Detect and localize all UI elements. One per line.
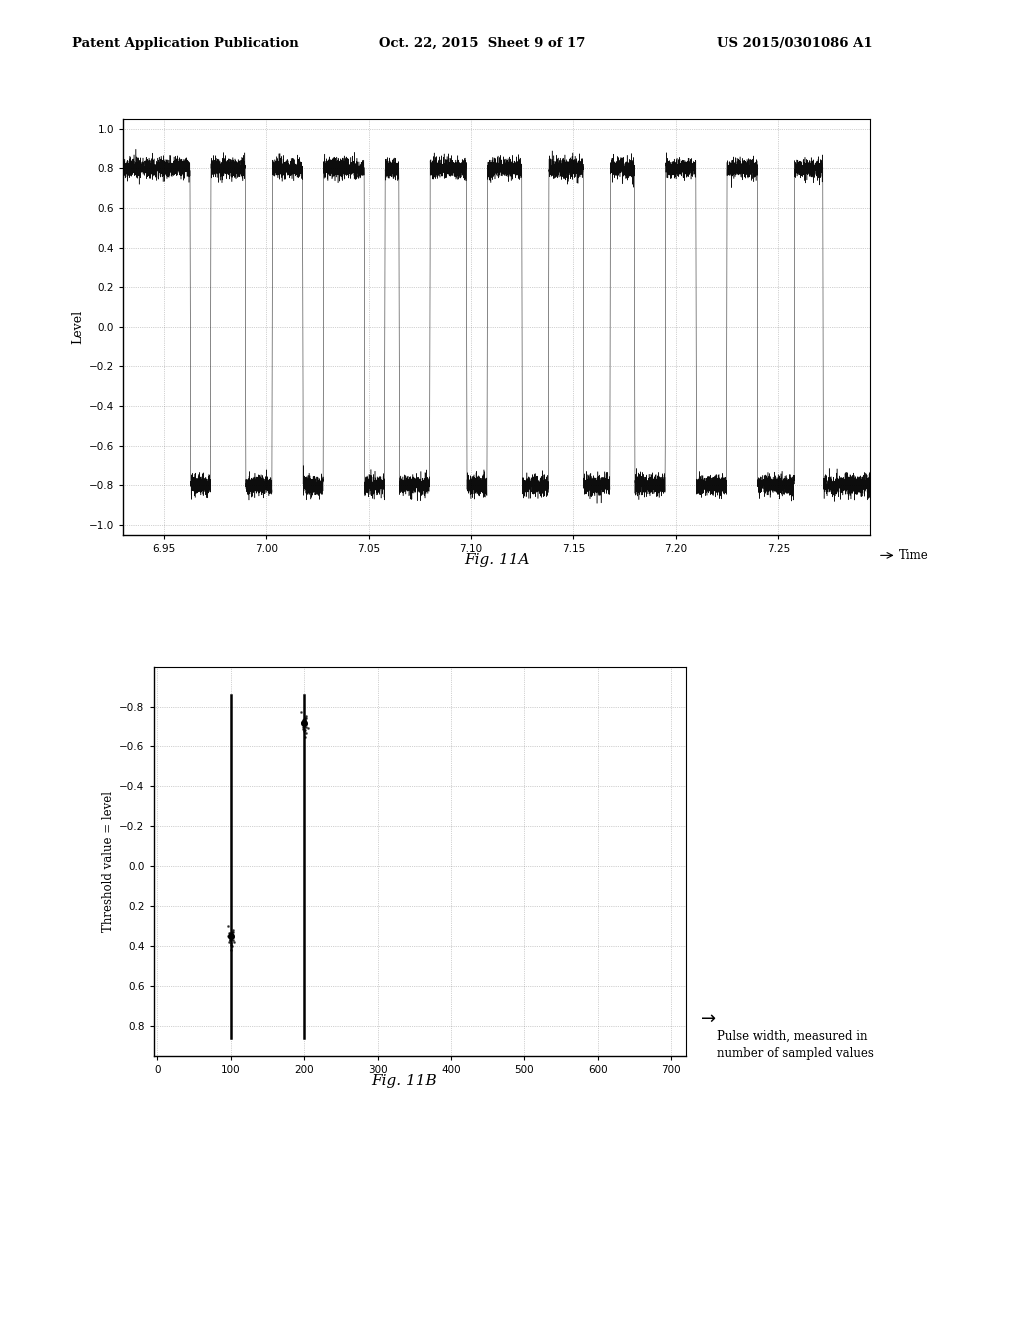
Text: Time: Time <box>899 549 929 562</box>
Text: Fig. 11A: Fig. 11A <box>464 553 529 566</box>
Text: Patent Application Publication: Patent Application Publication <box>72 37 298 50</box>
Text: Pulse width, measured in: Pulse width, measured in <box>717 1030 867 1043</box>
Text: →: → <box>701 1010 717 1028</box>
Text: Oct. 22, 2015  Sheet 9 of 17: Oct. 22, 2015 Sheet 9 of 17 <box>379 37 586 50</box>
Y-axis label: Threshold value = level: Threshold value = level <box>102 791 115 932</box>
Y-axis label: Level: Level <box>72 310 84 343</box>
Text: Fig. 11B: Fig. 11B <box>372 1074 437 1088</box>
Text: US 2015/0301086 A1: US 2015/0301086 A1 <box>717 37 872 50</box>
Text: number of sampled values: number of sampled values <box>717 1047 873 1060</box>
